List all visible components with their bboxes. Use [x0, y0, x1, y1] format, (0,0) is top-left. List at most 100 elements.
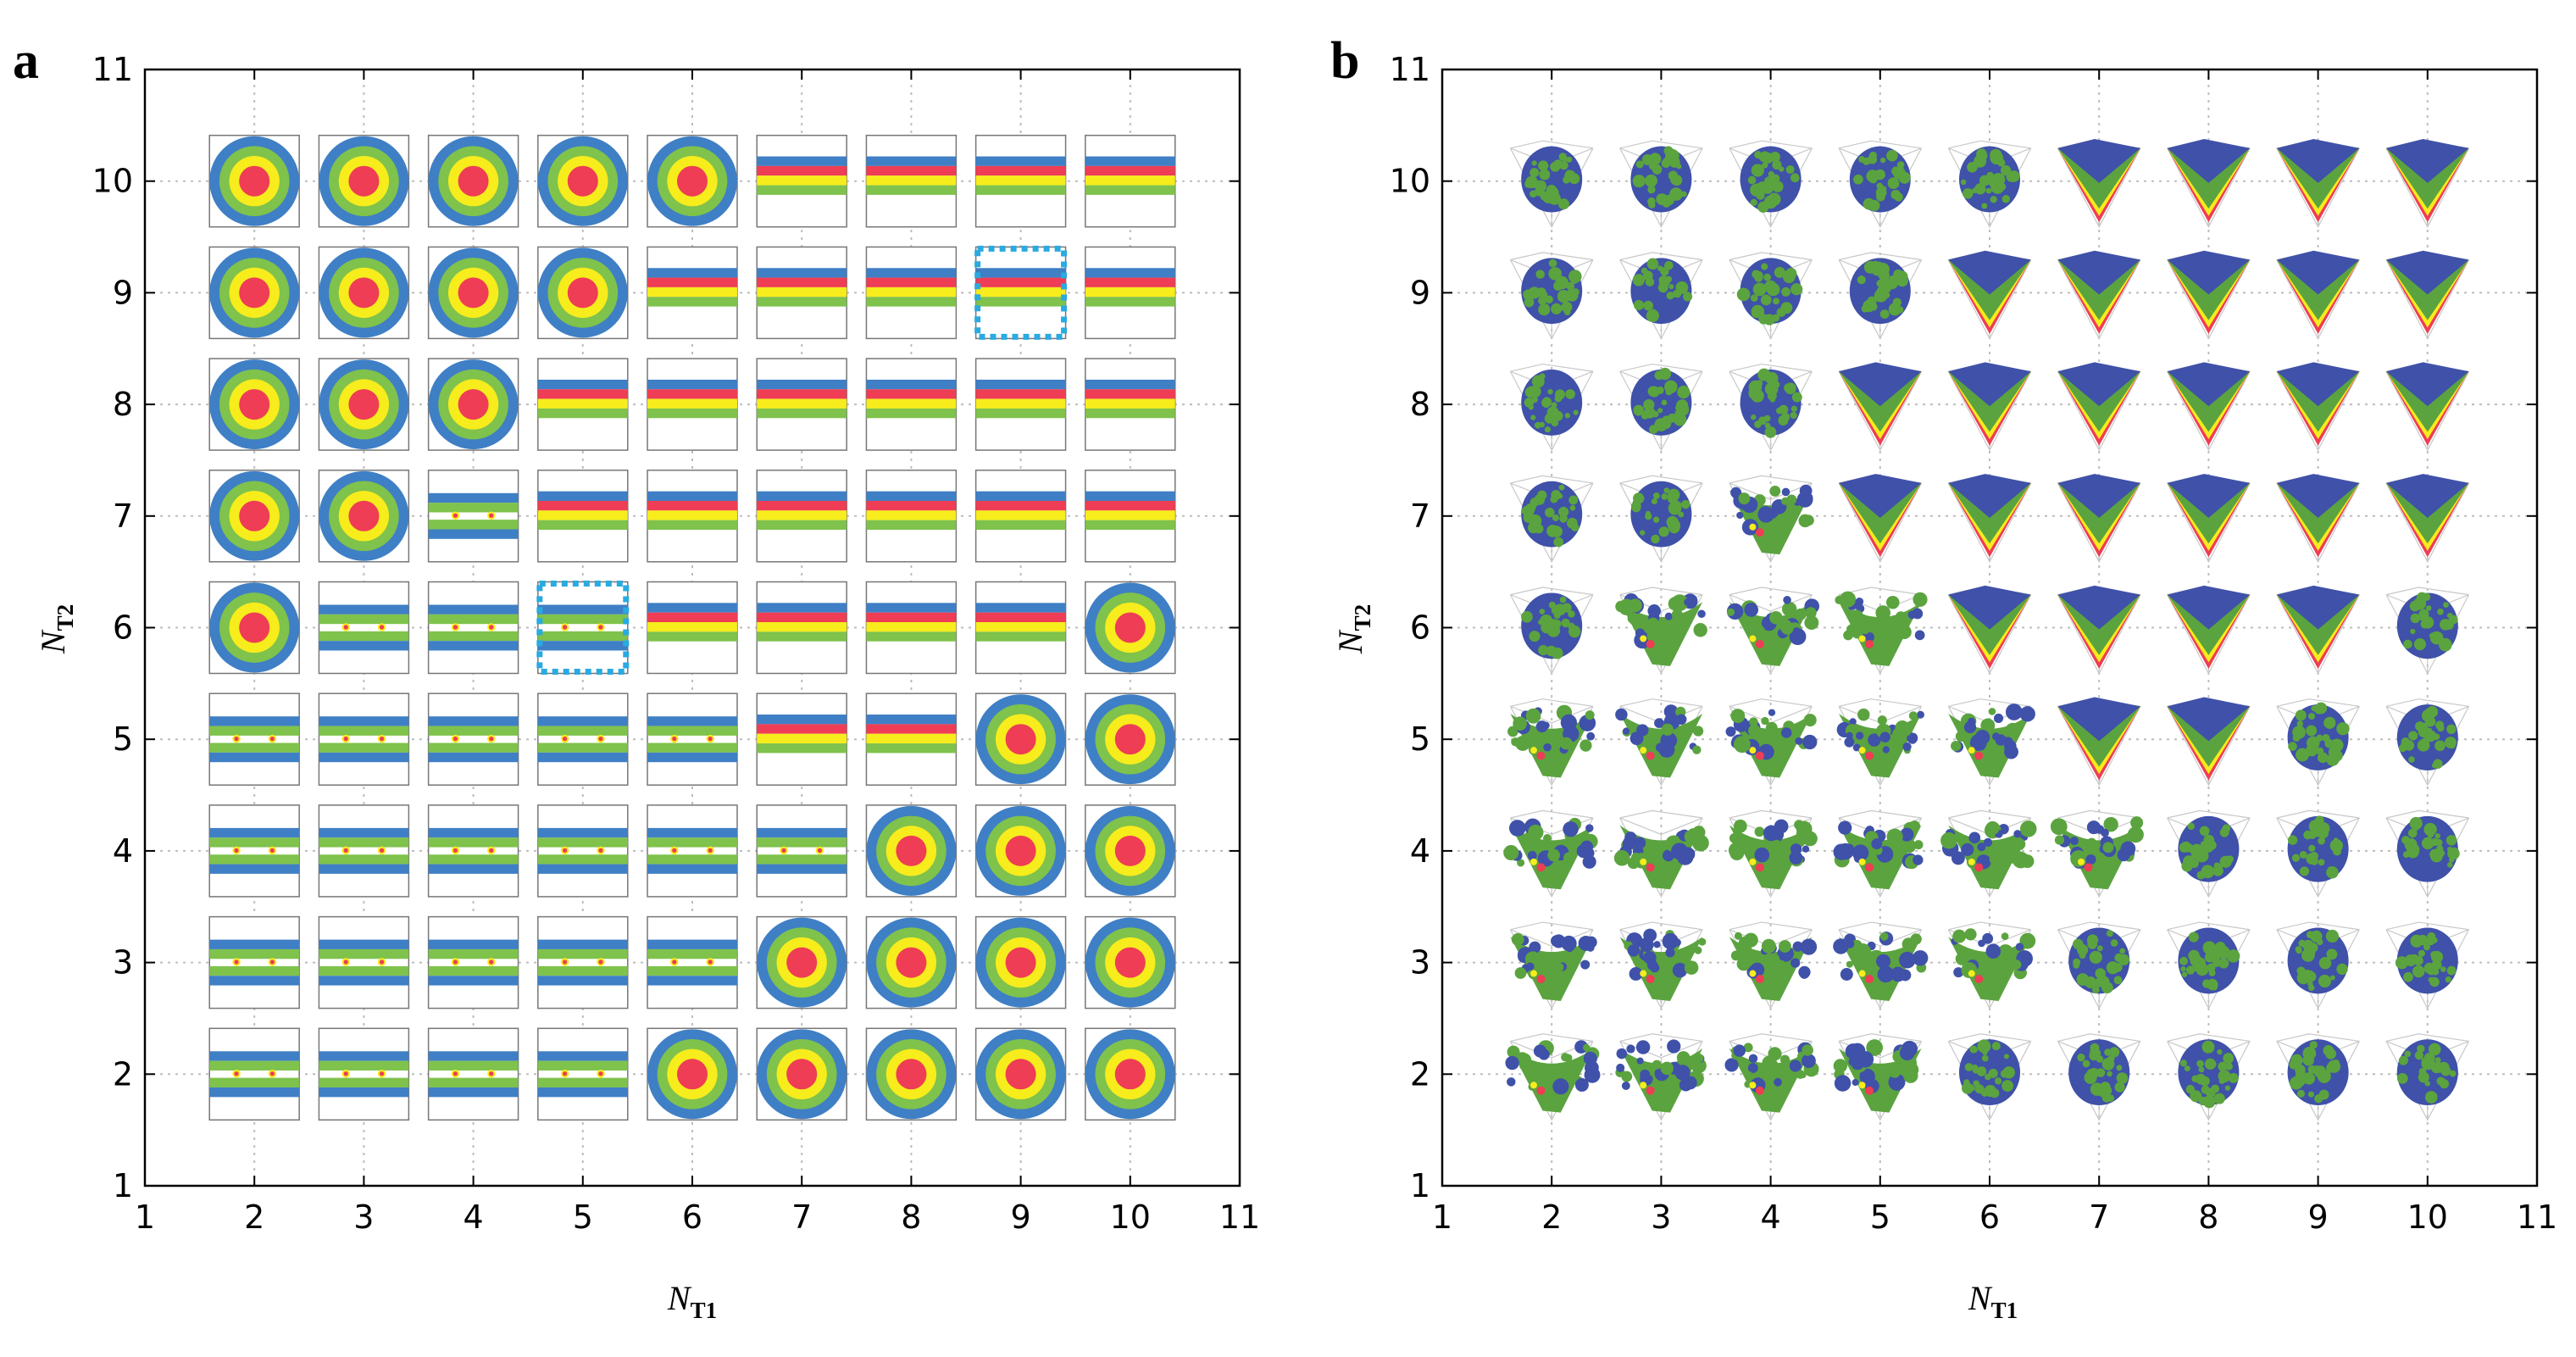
dot-core [269, 848, 275, 854]
simulation-cell [2167, 1033, 2251, 1121]
micelle-speckle [2296, 1089, 2306, 1098]
simulation-cell [1833, 1033, 1923, 1121]
lamella-stripe [757, 408, 847, 419]
network-speckle [1744, 1081, 1752, 1088]
micelle-speckle [1764, 422, 1771, 429]
network-yellow [1530, 747, 1538, 754]
lamella-stripe [537, 510, 628, 520]
micelle-speckle [2116, 1065, 2123, 1071]
morphology-cell [537, 134, 629, 228]
core-red [458, 277, 489, 309]
simulation-cell [2057, 585, 2141, 675]
lamella-stripe [537, 500, 628, 511]
simulation-cell [1947, 585, 2032, 675]
morphology-cell [208, 581, 300, 675]
simulation-cell [2057, 362, 2141, 452]
network-speckle [2085, 854, 2096, 865]
lamella-stripe [757, 631, 847, 642]
network-speckle [1654, 718, 1664, 728]
lamella-stripe [975, 510, 1066, 520]
micelle-speckle [2076, 973, 2090, 987]
network-speckle [1983, 837, 1993, 847]
network-body [1729, 602, 1813, 666]
network-speckle [1977, 843, 1986, 852]
simulation-cell [1729, 252, 1813, 340]
lamella-stripe [1085, 379, 1175, 390]
simulation-cell [1940, 809, 2037, 898]
network-speckle [1913, 840, 1924, 850]
network-speckle [1563, 821, 1579, 837]
morphology-cell [865, 246, 958, 340]
morphology-cell [318, 358, 410, 451]
lamella-stripe [866, 612, 957, 623]
network-speckle [1551, 935, 1563, 948]
cell-frame [318, 1027, 410, 1121]
lamella-stripe [537, 1051, 628, 1061]
micelle-speckle [1985, 187, 1992, 194]
network-speckle [1790, 843, 1802, 855]
network-yellow [1858, 1082, 1866, 1089]
morphology-cell [318, 692, 410, 786]
simulation-cell [2057, 1033, 2141, 1121]
network-speckle [1768, 1047, 1782, 1061]
micelle-speckle [1570, 626, 1577, 631]
y-tick-label: 1 [1410, 1167, 1430, 1204]
micelle-speckle [2430, 950, 2439, 959]
network-speckle [1693, 623, 1707, 637]
network-yellow [1640, 1082, 1647, 1089]
micelle-speckle [2423, 962, 2435, 974]
lamella-stripe [537, 1060, 628, 1071]
network-speckle [1917, 710, 1925, 719]
micelle-speckle [2305, 970, 2317, 982]
dot-core [489, 625, 494, 630]
micelle-speckle [1558, 506, 1569, 518]
lamella-stripe [319, 948, 409, 959]
cell-frame [537, 1027, 629, 1121]
network-speckle [2005, 722, 2020, 737]
cell-frame [208, 1027, 300, 1121]
micelle-speckle [2086, 1071, 2096, 1080]
x-tick-label: 10 [2407, 1198, 2448, 1236]
micelle-speckle [1780, 302, 1793, 314]
dot-core [452, 513, 458, 518]
micelle-speckle [1652, 410, 1659, 418]
network-speckle [2013, 830, 2022, 838]
simulation-cell [2276, 921, 2360, 1009]
network-speckle [1882, 746, 1890, 754]
lamella-stripe [1085, 175, 1175, 186]
micelle-speckle [1561, 618, 1570, 628]
lamella-stripe [319, 827, 409, 838]
micelle-speckle [2446, 835, 2457, 846]
dot-core [379, 737, 385, 742]
micelle-speckle [1869, 151, 1877, 159]
micelle-speckle [1631, 503, 1641, 513]
micelle-speckle [2091, 986, 2100, 994]
lamella-stripe [537, 939, 628, 949]
micelle-speckle [2446, 862, 2453, 868]
dot-core [379, 959, 385, 965]
micelle-speckle [1748, 380, 1763, 394]
network-speckle [1684, 598, 1692, 607]
lamella-stripe [209, 726, 300, 736]
micelle-speckle [1548, 192, 1561, 205]
lamella-stripe [1085, 286, 1175, 298]
simulation-cell [1838, 140, 1923, 228]
lamella-stripe [866, 603, 957, 613]
panel-b-letter: b [1330, 32, 1359, 90]
micelle-speckle [1763, 273, 1771, 281]
network-speckle [1665, 948, 1675, 958]
micelle-speckle [1991, 1041, 2001, 1051]
dot-core [452, 959, 458, 965]
simulation-cell [1947, 921, 2036, 1009]
morphology-cell [974, 470, 1067, 563]
lamella-stripe [319, 1060, 409, 1071]
micelle-speckle [2336, 963, 2348, 976]
micelle-speckle [2318, 859, 2325, 866]
micelle-speckle [1521, 610, 1533, 623]
lamella-stripe [975, 286, 1066, 298]
network-speckle [1781, 487, 1790, 497]
network-speckle [1543, 742, 1552, 752]
network-speckle [1660, 1061, 1674, 1076]
network-yellow [1640, 858, 1647, 865]
micelle-speckle [2302, 1046, 2317, 1060]
